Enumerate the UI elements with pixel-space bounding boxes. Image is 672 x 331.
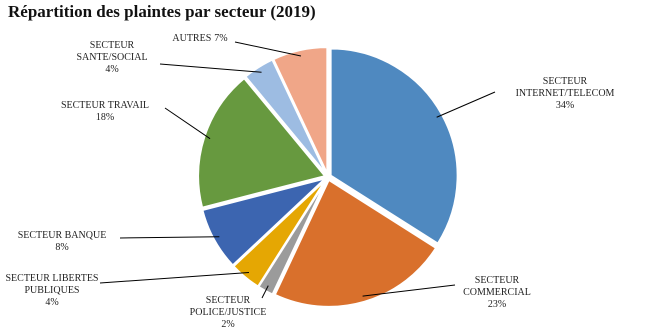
leader-line [159,63,262,73]
category-name: AUTRES [172,33,212,44]
leader-line [362,284,456,297]
category-name: SECTEUR BANQUE [17,230,107,241]
pie-slice [271,46,329,175]
leader-line [261,285,269,299]
leader-line [234,41,302,57]
category-name: SECTEUR SANTE/SOCIAL [76,40,148,63]
slice-label: AUTRES 7% [160,33,240,45]
pie-slice [273,178,438,308]
category-name: SECTEUR COMMERCIAL [463,275,531,298]
category-name: SECTEUR INTERNET/TELECOM [515,76,615,99]
leader-line [119,236,220,239]
slice-label: SECTEUR POLICE/JUSTICE 2% [183,295,273,331]
value-label: 18% [95,112,115,123]
category-name: SECTEUR TRAVAIL [60,100,150,111]
value-label: 34% [555,100,575,111]
chart-title: Répartition des plaintes par secteur (20… [8,2,316,21]
value-label: 4% [45,297,59,308]
value-label: 23% [487,299,507,310]
leader-line [99,272,249,284]
slice-label: SECTEUR BANQUE 8% [7,230,117,254]
leader-line [164,107,211,140]
slice-label: SECTEUR SANTE/SOCIAL 4% [67,40,157,76]
value-label: 4% [105,64,119,75]
slice-label: SECTEUR TRAVAIL 18% [50,100,160,124]
value-label: 8% [55,242,69,253]
pie-slice [197,76,327,209]
pie-slice [201,177,327,267]
category-name: SECTEUR LIBERTES PUBLIQUES [5,273,99,296]
pie-slice [244,58,328,176]
pie-slice [232,178,327,288]
slice-label: SECTEUR INTERNET/TELECOM 34% [510,76,620,112]
slice-label: SECTEUR LIBERTES PUBLIQUES 4% [2,273,102,309]
slice-label: SECTEUR COMMERCIAL 23% [452,275,542,311]
value-label: 2% [221,319,235,330]
leader-line [436,91,496,118]
pie-slice [329,47,459,245]
category-name: SECTEUR POLICE/JUSTICE [189,295,267,318]
value-label: 7% [214,33,228,44]
